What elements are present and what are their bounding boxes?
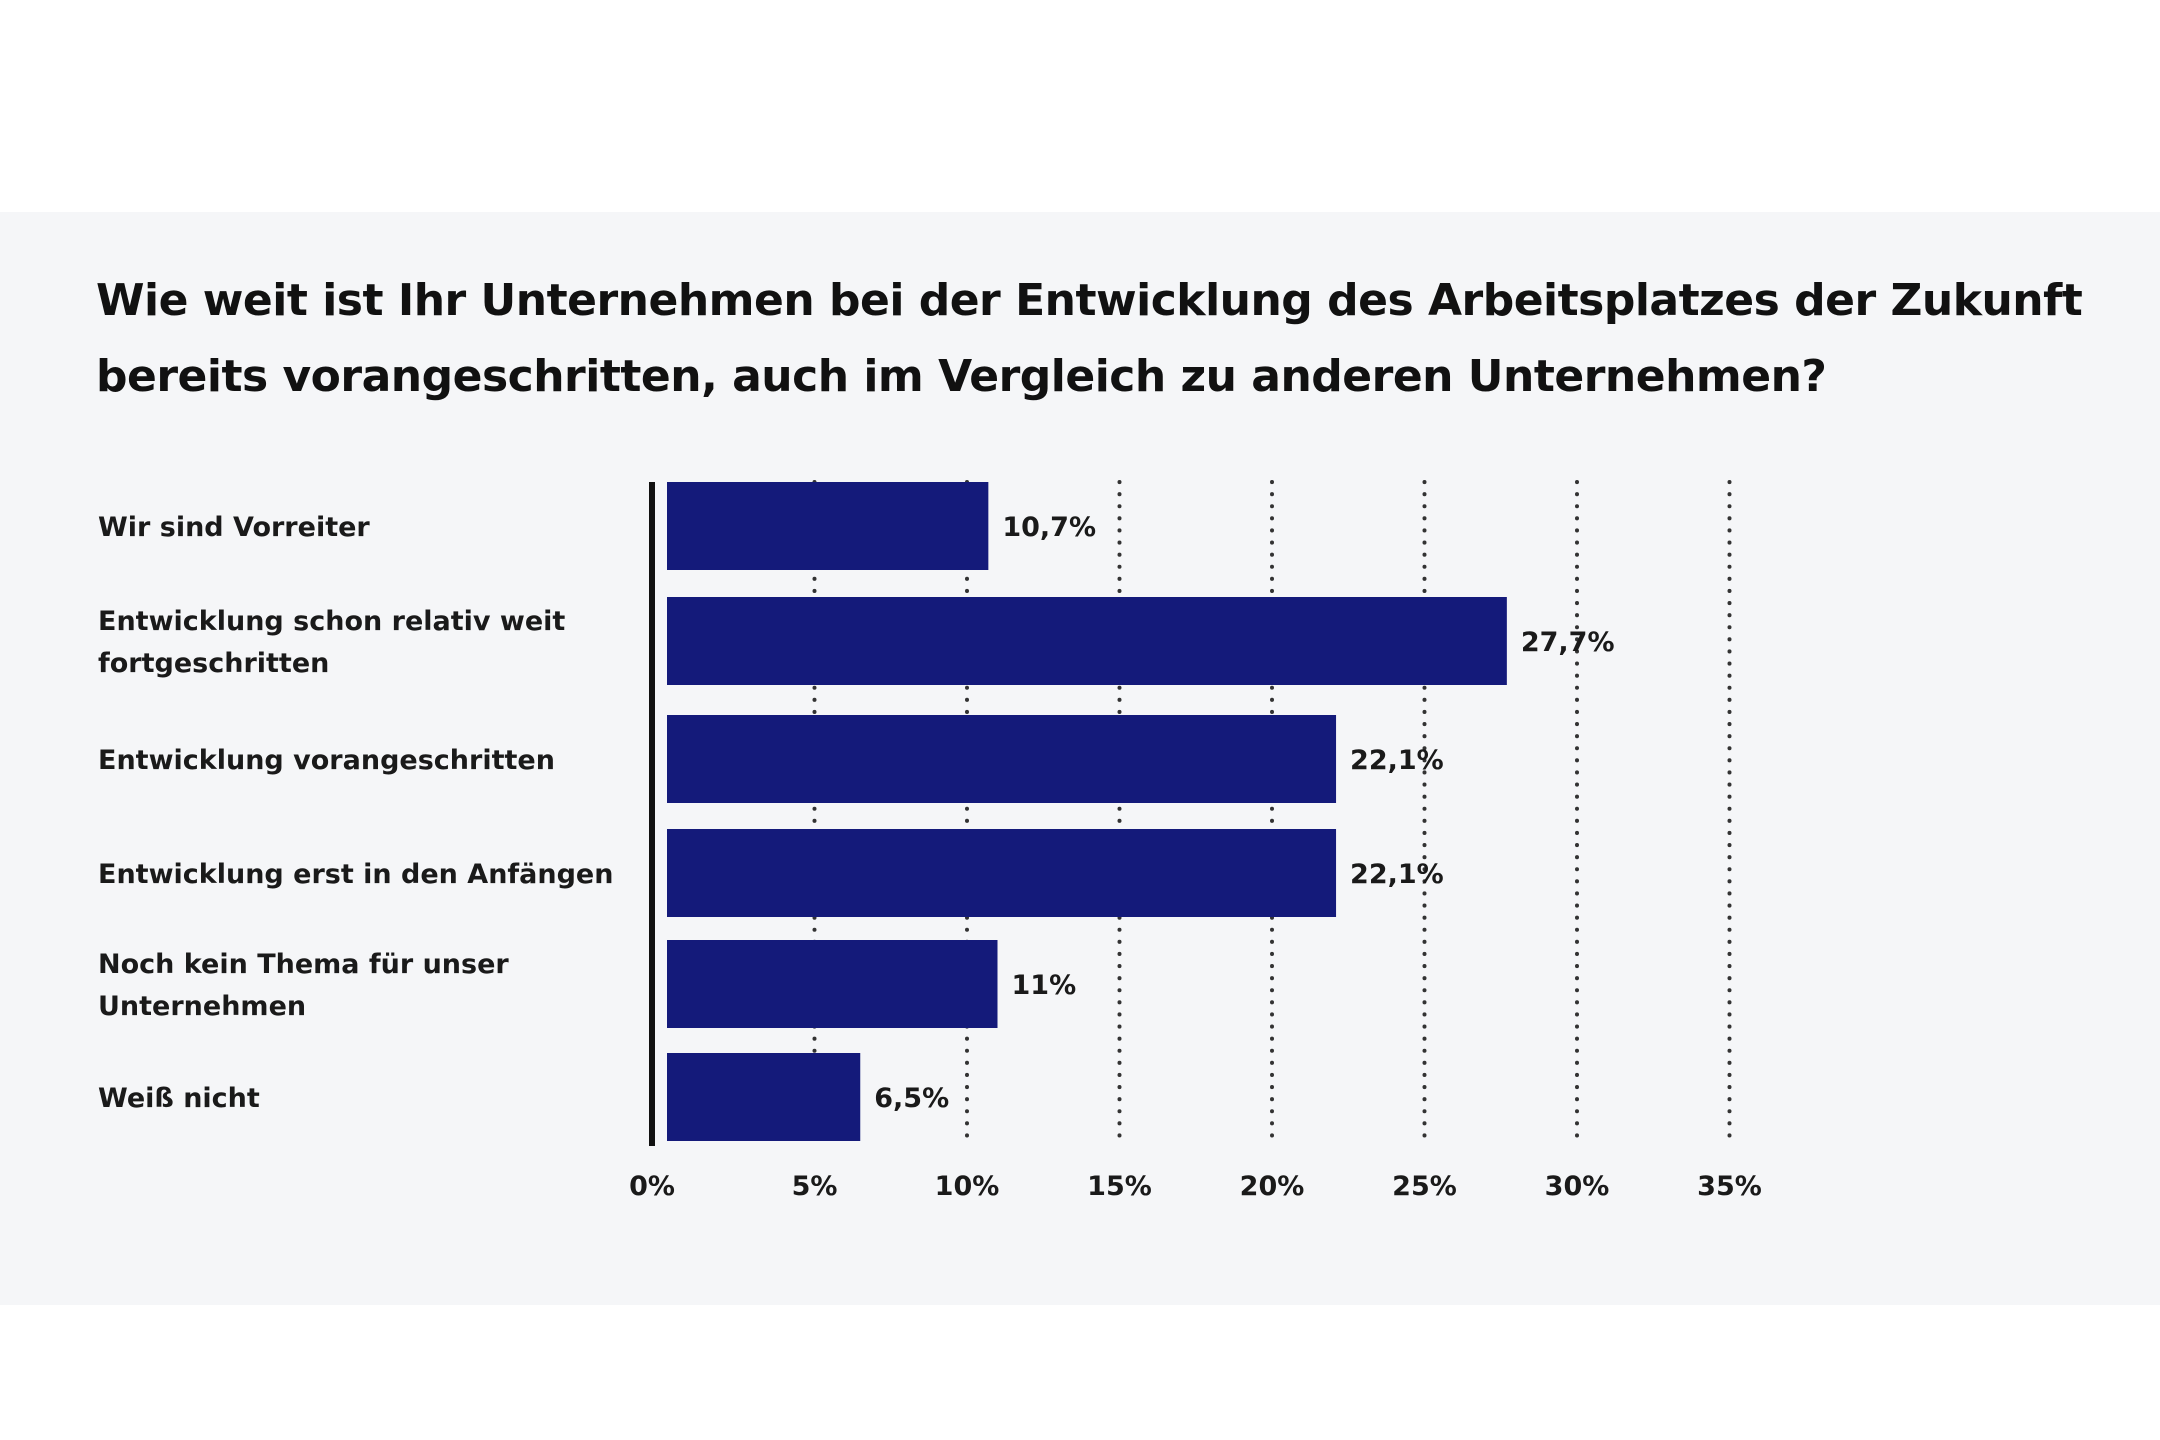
- x-tick-label-0: 0%: [629, 1171, 675, 1202]
- value-label-4: 11%: [1012, 970, 1077, 1001]
- category-label-1-line-0: Entwicklung schon relativ weit: [98, 606, 565, 637]
- category-labels: Wir sind Vorreiter Entwicklung schon rela…: [98, 512, 613, 1114]
- category-label-5: Weiß nicht: [98, 1083, 260, 1114]
- value-label-3: 22,1%: [1350, 859, 1444, 890]
- bar-2: [667, 715, 1337, 803]
- x-tick-label-3: 15%: [1087, 1171, 1152, 1202]
- category-label-4-line-1: Unternehmen: [98, 991, 306, 1022]
- x-tick-label-4: 20%: [1240, 1171, 1305, 1202]
- x-tick-labels: 0% 5% 10% 15% 20% 25% 30% 35%: [629, 1171, 1762, 1202]
- chart-title: Wie weit ist Ihr Unternehmen bei der Ent…: [96, 275, 2083, 402]
- x-tick-label-6: 30%: [1545, 1171, 1610, 1202]
- grid-lines: [812, 480, 1732, 1148]
- category-label-3: Entwicklung erst in den Anfängen: [98, 859, 613, 890]
- category-label-2: Entwicklung vorangeschritten: [98, 745, 555, 776]
- x-tick-label-5: 25%: [1392, 1171, 1457, 1202]
- bar-3: [667, 829, 1337, 917]
- value-labels: 10,7% 27,7% 22,1% 22,1% 11% 6,5%: [874, 512, 1614, 1114]
- bars: [667, 482, 1507, 1141]
- category-label-1-line-1: fortgeschritten: [98, 648, 329, 679]
- bar-0: [667, 482, 989, 570]
- bar-5: [667, 1053, 861, 1141]
- bar-4: [667, 940, 998, 1028]
- value-label-1: 27,7%: [1521, 627, 1615, 658]
- x-tick-label-7: 35%: [1697, 1171, 1762, 1202]
- x-tick-label-1: 5%: [792, 1171, 838, 1202]
- category-label-0: Wir sind Vorreiter: [98, 512, 370, 543]
- x-tick-label-2: 10%: [935, 1171, 1000, 1202]
- category-label-4-line-0: Noch kein Thema für unser: [98, 949, 509, 980]
- value-label-2: 22,1%: [1350, 745, 1444, 776]
- value-label-5: 6,5%: [874, 1083, 949, 1114]
- value-label-0: 10,7%: [1002, 512, 1096, 543]
- bar-1: [667, 597, 1507, 685]
